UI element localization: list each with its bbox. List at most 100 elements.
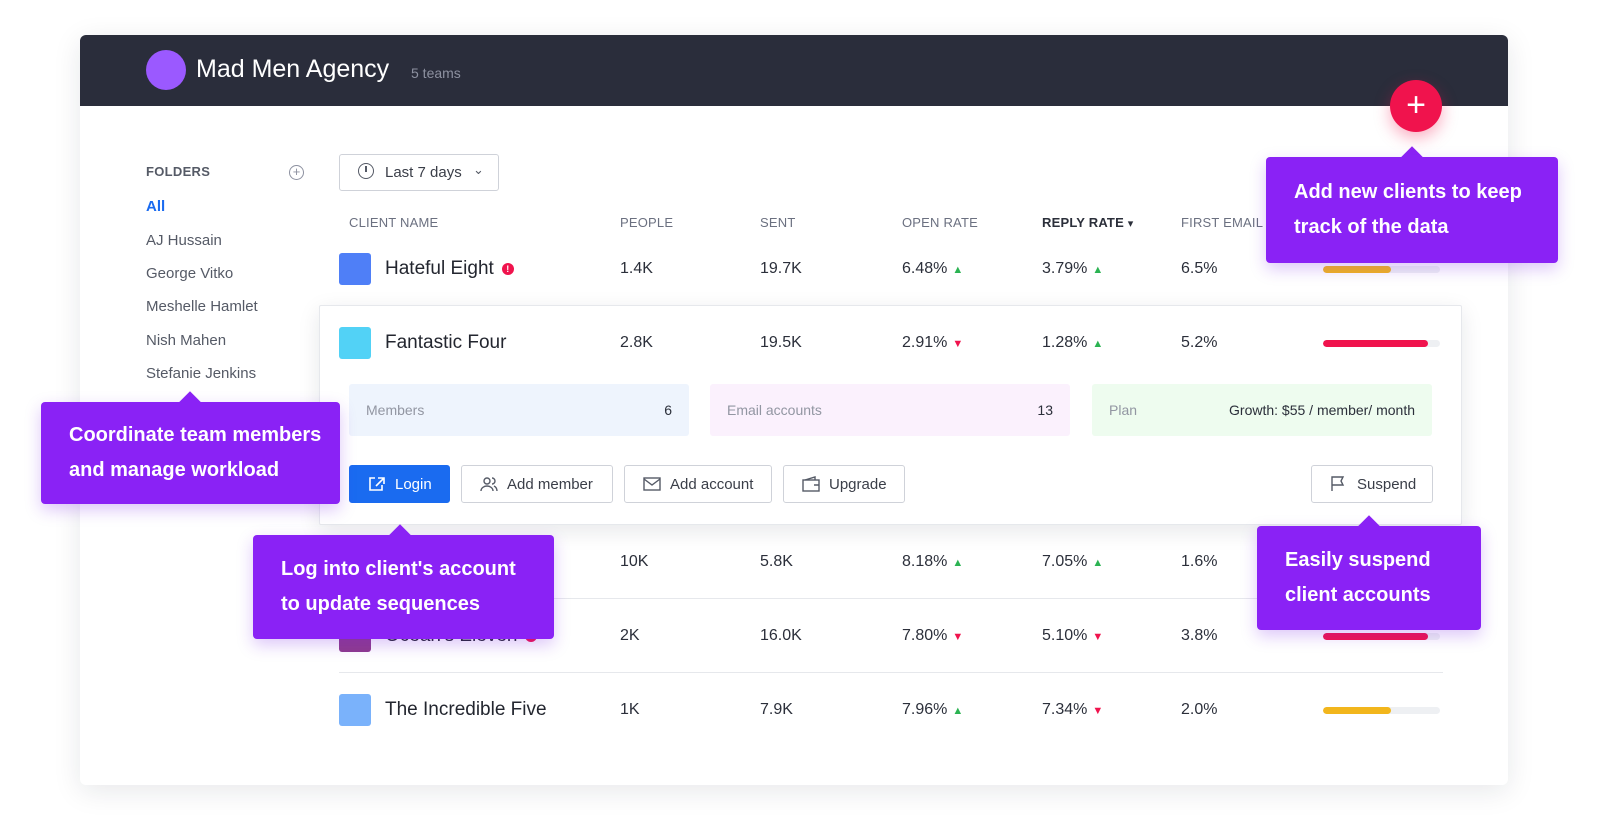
column-reply-rate-label: REPLY RATE [1042,215,1124,230]
row-divider [339,598,1443,599]
plan-label: Plan [1109,402,1138,418]
chevron-down-icon: ⌄ [473,162,484,177]
folder-item-aj-hussain[interactable]: AJ Hussain [146,232,222,249]
wallet-icon [802,476,820,492]
reply-rate-cell: 1.28% ▲ [1042,334,1104,351]
members-box: Members 6 [349,384,689,436]
arrow-down-icon: ▼ [1092,705,1104,717]
column-people[interactable]: PEOPLE [620,215,674,230]
members-label: Members [366,402,425,418]
date-range-label: Last 7 days [385,164,462,181]
progress-bar [1323,266,1440,273]
callout-line: to update sequences [281,593,480,615]
progress-bar-fill [1323,340,1429,347]
client-color-swatch [339,694,371,726]
progress-bar-fill [1323,707,1391,714]
first-email-cell: 5.2% [1181,334,1218,351]
suspend-button[interactable]: Suspend [1311,465,1433,503]
coordinate-callout: Coordinate team members and manage workl… [41,402,340,504]
arrow-down-icon: ▼ [952,338,964,350]
first-email-cell: 2.0% [1181,701,1218,718]
arrow-up-icon: ▲ [952,705,964,717]
flag-icon [1331,476,1345,491]
progress-bar-fill [1323,266,1391,273]
folder-item-george-vitko[interactable]: George Vitko [146,265,234,282]
plus-icon: + [1406,86,1426,124]
login-label: Login [395,476,432,493]
folder-item-meshelle-hamlet[interactable]: Meshelle Hamlet [146,298,258,315]
first-email-cell: 6.5% [1181,260,1218,277]
members-value: 6 [664,402,672,418]
open-rate-cell: 6.48% ▲ [902,260,964,277]
history-icon [358,163,374,179]
progress-bar [1323,707,1440,714]
arrow-up-icon: ▲ [1092,557,1104,569]
mail-icon [643,477,661,491]
callout-line: client accounts [1285,584,1431,606]
upgrade-button[interactable]: Upgrade [783,465,905,503]
column-sent[interactable]: SENT [760,215,796,230]
people-cell: 2K [620,627,640,644]
arrow-down-icon: ▼ [1092,631,1104,643]
column-open-rate[interactable]: OPEN RATE [902,215,978,230]
people-cell: 1K [620,701,640,718]
date-range-dropdown[interactable]: Last 7 days ⌄ [339,154,499,191]
arrow-up-icon: ▲ [1092,338,1104,350]
add-member-button[interactable]: Add member [461,465,613,503]
folders-title: FOLDERS [146,164,211,179]
progress-bar [1323,633,1440,640]
callout-line: Coordinate team members [69,424,322,446]
login-callout: Log into client's account to update sequ… [253,535,554,639]
sent-cell: 19.7K [760,260,802,277]
table-row[interactable]: Hateful Eight! 1.4K 19.7K 6.48% ▲ 3.79% ▲ … [0,244,1600,294]
suspend-label: Suspend [1357,476,1417,493]
column-first-email[interactable]: FIRST EMAIL [1181,215,1264,230]
reply-rate-cell: 7.34% ▼ [1042,701,1104,718]
people-cell: 10K [620,553,649,570]
arrow-up-icon: ▲ [952,557,964,569]
progress-bar-fill [1323,633,1429,640]
add-member-label: Add member [507,476,593,493]
column-reply-rate[interactable]: REPLY RATE ▾ [1042,215,1134,230]
users-icon [480,477,498,492]
open-rate-cell: 7.96% ▲ [902,701,964,718]
sent-cell: 5.8K [760,553,793,570]
email-accounts-label: Email accounts [727,402,822,418]
arrow-down-icon: ▼ [952,631,964,643]
callout-line: Add new clients to keep [1294,181,1522,203]
table-row[interactable]: Fantastic Four 2.8K 19.5K 2.91% ▼ 1.28% ▲ … [0,318,1600,368]
people-cell: 2.8K [620,334,653,351]
open-rate-cell: 2.91% ▼ [902,334,964,351]
add-client-button[interactable]: + [1390,80,1442,132]
arrow-up-icon: ▲ [952,264,964,276]
add-account-label: Add account [670,476,754,493]
sent-cell: 7.9K [760,701,793,718]
client-color-swatch [339,253,371,285]
sent-cell: 19.5K [760,334,802,351]
plus-circle-icon[interactable]: + [289,165,304,180]
folder-item-all[interactable]: All [146,198,166,215]
table-row[interactable]: The Incredible Five 1K 7.9K 7.96% ▲ 7.34%… [0,685,1600,735]
add-clients-callout: Add new clients to keep track of the dat… [1266,157,1558,263]
login-button[interactable]: Login [349,465,450,503]
teams-count: 5 teams [411,65,461,81]
plan-box: Plan Growth: $55 / member/ month [1092,384,1432,436]
folder-item-stefanie-jenkins[interactable]: Stefanie Jenkins [146,365,257,382]
callout-line: and manage workload [69,459,280,481]
chevron-down-icon: ▾ [1127,218,1134,230]
row-divider [339,672,1443,673]
add-account-button[interactable]: Add account [624,465,772,503]
client-name: The Incredible Five [385,699,547,720]
column-client-name[interactable]: CLIENT NAME [349,215,439,230]
arrow-up-icon: ▲ [1092,264,1104,276]
external-link-icon [369,477,385,491]
callout-line: track of the data [1294,216,1449,238]
plan-value: Growth: $55 / member/ month [1229,402,1415,418]
client-name: Hateful Eight! [385,258,514,280]
sent-cell: 16.0K [760,627,802,644]
first-email-cell: 1.6% [1181,553,1218,570]
upgrade-label: Upgrade [829,476,887,493]
folder-item-nish-mahen[interactable]: Nish Mahen [146,332,227,349]
top-bar: Mad Men Agency 5 teams [80,35,1508,106]
agency-avatar[interactable] [146,50,186,90]
